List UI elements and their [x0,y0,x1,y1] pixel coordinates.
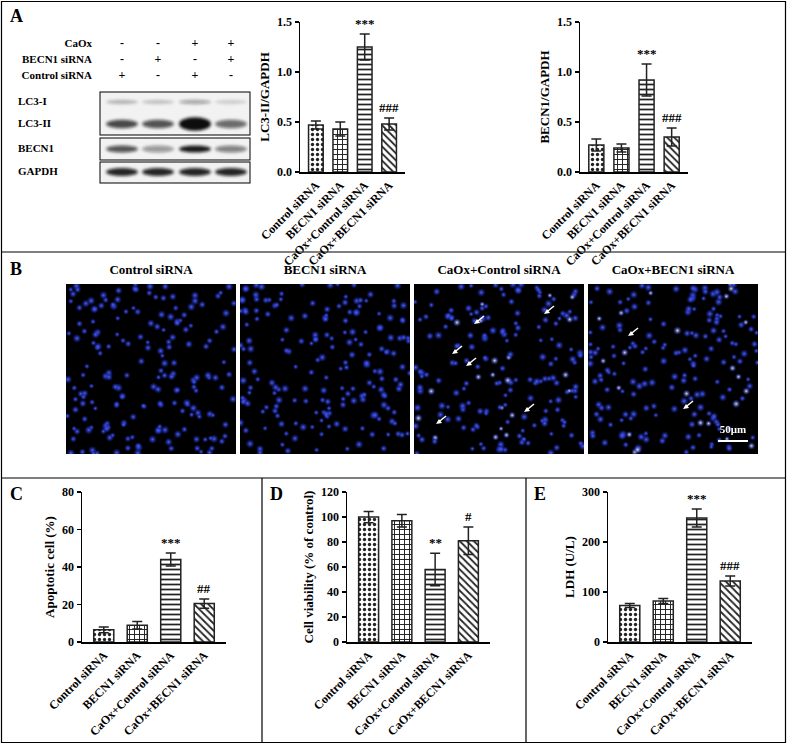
svg-text:Apoptotic cell (%): Apoptotic cell (%) [42,516,57,618]
svg-text:200: 200 [582,535,600,549]
svg-text:***: *** [161,535,181,550]
svg-text:Control siRNA: Control siRNA [311,648,375,712]
svg-text:-: - [120,52,124,66]
svg-text:20: 20 [327,610,339,624]
svg-text:D: D [270,484,283,504]
svg-text:CaOx+BECN1 siRNA: CaOx+BECN1 siRNA [647,648,737,738]
svg-text:100: 100 [321,510,339,524]
svg-text:LDH (U/L): LDH (U/L) [562,536,577,598]
svg-text:300: 300 [582,485,600,499]
svg-text:CaOx+Control siRNA: CaOx+Control siRNA [87,648,177,738]
svg-text:E: E [534,484,546,504]
svg-text:40: 40 [327,585,339,599]
svg-text:80: 80 [62,485,74,499]
svg-text:***: *** [637,46,657,61]
svg-text:40: 40 [62,560,74,574]
svg-text:***: *** [355,16,375,31]
svg-text:1.5: 1.5 [557,15,572,29]
svg-text:BECN1 siRNA: BECN1 siRNA [606,648,670,712]
svg-text:+: + [119,68,126,82]
svg-text:0: 0 [333,635,339,649]
svg-text:LC3-II/GAPDH: LC3-II/GAPDH [257,52,272,142]
svg-text:BECN1/GAPDH: BECN1/GAPDH [537,50,552,143]
svg-text:100: 100 [582,585,600,599]
svg-text:##: ## [197,581,211,596]
svg-text:+: + [192,36,199,50]
svg-text:B: B [10,259,22,279]
svg-text:0.5: 0.5 [277,115,292,129]
svg-text:BECN1 siRNA: BECN1 siRNA [22,53,92,65]
svg-text:1.0: 1.0 [557,65,572,79]
svg-text:Cell viability (% of control): Cell viability (% of control) [301,491,316,644]
svg-text:+: + [192,68,199,82]
svg-text:+: + [228,52,235,66]
svg-text:1.0: 1.0 [277,65,292,79]
svg-text:GAPDH: GAPDH [18,165,58,177]
svg-text:***: *** [687,491,707,506]
svg-text:-: - [193,52,197,66]
svg-text:CaOx+BECN1 siRNA: CaOx+BECN1 siRNA [306,178,396,268]
svg-text:1.5: 1.5 [277,15,292,29]
svg-text:BECN1 siRNA: BECN1 siRNA [80,648,144,712]
svg-text:CaOx+Control siRNA: CaOx+Control siRNA [613,648,703,738]
svg-text:-: - [156,68,160,82]
svg-text:BECN1 siRNA: BECN1 siRNA [283,178,347,242]
svg-text:C: C [10,484,23,504]
svg-text:Control siRNA: Control siRNA [258,178,322,242]
svg-text:120: 120 [321,485,339,499]
svg-text:###: ### [720,558,740,573]
svg-text:Control siRNA: Control siRNA [572,648,636,712]
svg-text:CaOx: CaOx [65,37,93,49]
svg-text:CaOx+Control siRNA: CaOx+Control siRNA [281,178,371,268]
svg-text:CaOx+Control siRNA: CaOx+Control siRNA [563,178,653,268]
svg-text:0.0: 0.0 [557,165,572,179]
svg-text:60: 60 [327,560,339,574]
svg-text:CaOx+BECN1 siRNA: CaOx+BECN1 siRNA [588,178,678,268]
svg-text:A: A [10,6,23,26]
svg-text:60: 60 [62,523,74,537]
svg-text:0: 0 [594,635,600,649]
svg-text:BECN1 siRNA: BECN1 siRNA [344,648,408,712]
svg-text:LC3-I: LC3-I [18,95,47,107]
svg-text:**: ** [429,535,442,550]
svg-text:###: ### [379,100,399,115]
svg-text:-: - [156,36,160,50]
svg-text:0.5: 0.5 [557,115,572,129]
svg-text:CaOx+Control siRNA: CaOx+Control siRNA [351,648,441,738]
svg-text:0.0: 0.0 [277,165,292,179]
svg-text:-: - [120,36,124,50]
svg-text:20: 20 [62,598,74,612]
svg-text:#: # [465,509,472,524]
svg-text:BECN1: BECN1 [18,142,54,154]
svg-text:###: ### [662,110,682,125]
svg-text:+: + [228,36,235,50]
svg-text:LC3-II: LC3-II [18,117,51,129]
svg-text:BECN1 siRNA: BECN1 siRNA [564,178,628,242]
svg-text:-: - [229,68,233,82]
svg-text:80: 80 [327,535,339,549]
svg-text:Control siRNA: Control siRNA [46,648,110,712]
svg-text:Control siRNA: Control siRNA [22,69,92,81]
svg-text:+: + [155,52,162,66]
svg-text:0: 0 [68,635,74,649]
svg-text:CaOx+BECN1 siRNA: CaOx+BECN1 siRNA [121,648,211,738]
svg-text:Control siRNA: Control siRNA [539,178,603,242]
svg-text:CaOx+BECN1 siRNA: CaOx+BECN1 siRNA [385,648,475,738]
